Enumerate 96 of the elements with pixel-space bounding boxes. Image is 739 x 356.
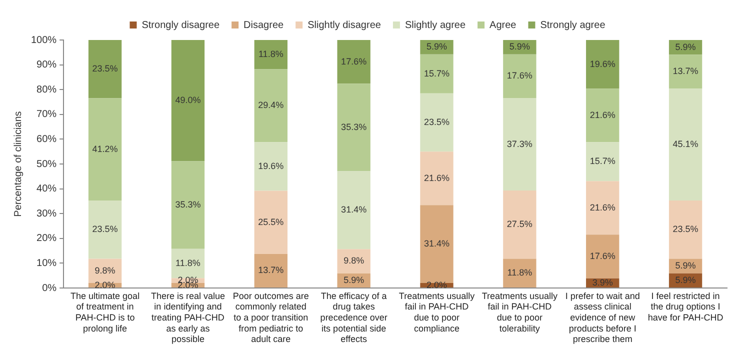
bar	[420, 54, 454, 94]
data-label: 35.3%	[175, 200, 201, 210]
data-label: 23.5%	[672, 224, 698, 234]
data-label: 13.7%	[258, 265, 284, 276]
y-tick-label: 10%	[36, 258, 57, 269]
data-label: 23.5%	[424, 116, 450, 127]
data-label: 15.7%	[424, 68, 450, 78]
data-label: 5.9%	[675, 274, 696, 285]
data-label: 19.6%	[258, 160, 284, 171]
y-tick-label: 50%	[36, 158, 57, 170]
bar	[420, 152, 454, 206]
data-label: 21.6%	[590, 202, 616, 212]
legend-label: Disagree	[244, 20, 284, 31]
data-label: 19.6%	[590, 58, 616, 69]
legend-label: Agree	[490, 20, 517, 31]
bar	[503, 98, 536, 191]
legend-label: Slightly disagree	[308, 20, 382, 31]
data-label: 37.3%	[506, 138, 532, 149]
legend-label: Slightly agree	[404, 20, 466, 31]
y-axis-title: Percentage of clinicians	[12, 111, 24, 217]
bar	[503, 258, 536, 288]
bar	[254, 142, 288, 191]
y-tick-label: 60%	[36, 134, 57, 145]
bar	[586, 88, 620, 142]
x-tick-label: I prefer to wait and assess clinical evidence of new products before I prescribe them	[565, 290, 640, 344]
data-label: 23.5%	[92, 64, 118, 74]
legend-label: Strongly disagree	[142, 20, 220, 31]
y-tick-label: 0%	[42, 282, 57, 294]
data-label: 21.6%	[590, 110, 616, 120]
data-label: 9.8%	[94, 265, 116, 276]
bar	[88, 200, 122, 259]
data-label: 15.7%	[590, 156, 616, 166]
bar	[254, 190, 288, 254]
data-label: 23.5%	[92, 224, 118, 234]
data-label: 5.9%	[509, 42, 530, 52]
bar	[586, 40, 620, 89]
legend-label: Strongly agree	[540, 20, 606, 31]
x-tick-label: The efficacy of a drug takes precedence over its potential side effects	[320, 290, 388, 344]
data-label: 49.0%	[175, 94, 201, 105]
bar	[254, 40, 288, 70]
bar	[171, 40, 205, 162]
bar	[420, 93, 454, 152]
bar	[337, 84, 370, 172]
x-tick-label: The ultimate goal of treatment in PAH-CHD is to prolong life	[70, 290, 140, 334]
y-tick-label: 70%	[36, 109, 57, 120]
bar	[88, 98, 122, 200]
data-label: 17.6%	[341, 56, 367, 66]
data-label: 5.9%	[426, 42, 448, 52]
bar	[668, 200, 702, 259]
bar	[668, 88, 702, 200]
x-tick-label: Treatments usually fail in PAH-CHD due to poor tolerability	[482, 290, 558, 334]
data-label: 11.8%	[258, 49, 284, 60]
bar	[586, 142, 620, 182]
y-tick-label: 100%	[31, 34, 57, 46]
data-label: 5.9%	[344, 274, 364, 285]
data-label: 17.6%	[590, 250, 616, 261]
data-label: 25.5%	[258, 216, 284, 227]
data-label: 35.3%	[341, 122, 367, 132]
y-tick-label: 40%	[36, 184, 57, 195]
bar	[171, 161, 205, 249]
bar	[503, 54, 536, 98]
bar	[88, 40, 122, 98]
data-label: 5.9%	[675, 42, 696, 52]
data-label: 5.9%	[675, 260, 696, 271]
data-label: 29.4%	[258, 100, 284, 110]
bar	[503, 190, 536, 259]
data-label: 3.9%	[592, 277, 613, 288]
bar	[668, 54, 702, 89]
data-label: 45.1%	[672, 139, 698, 150]
y-tick-label: 20%	[36, 233, 57, 244]
data-label: 11.8%	[507, 268, 532, 278]
y-tick-label: 30%	[36, 208, 57, 220]
data-label: 11.8%	[176, 258, 200, 268]
data-label: 9.8%	[344, 256, 364, 266]
data-label: 17.6%	[506, 70, 532, 81]
x-tick-label: Poor outcomes are commonly related to a poor transition from pediatric to adult care	[232, 290, 309, 344]
data-label: 27.5%	[506, 219, 532, 230]
x-tick-label: There is real value in identifying and treating PAH-CHD as early as possible	[150, 290, 225, 344]
data-label: 41.2%	[92, 144, 118, 154]
y-tick-label: 80%	[36, 84, 57, 96]
bar	[586, 181, 620, 235]
data-label: 2.0%	[94, 280, 116, 290]
x-tick-label: I feel restricted in the drug options I have for PAH-CHD	[648, 290, 724, 322]
data-label: 31.4%	[424, 238, 450, 249]
x-tick-label: Treatments usually fail in PAH-CHD due to poor compliance	[398, 290, 476, 334]
bar	[337, 40, 370, 84]
data-label: 31.4%	[341, 204, 367, 215]
bar	[420, 205, 454, 284]
bar	[337, 171, 370, 250]
data-label: 21.6%	[424, 172, 450, 183]
y-tick-label: 90%	[36, 60, 57, 71]
data-label: 13.7%	[672, 66, 698, 76]
bar	[337, 249, 370, 274]
bar	[254, 69, 288, 142]
bar	[586, 234, 620, 278]
bar	[254, 254, 288, 288]
